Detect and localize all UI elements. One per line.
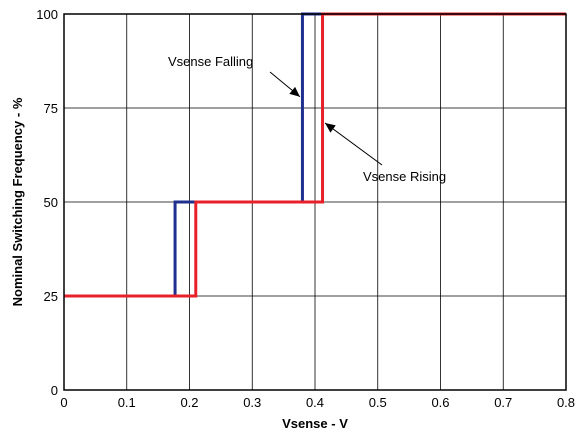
rising-annotation-label: Vsense Rising: [363, 169, 446, 184]
y-tick-labels: 0 25 50 75 100: [36, 7, 58, 398]
x-tick-label: 0.6: [431, 395, 449, 410]
x-tick-label: 0.1: [118, 395, 136, 410]
x-tick-label: 0.4: [306, 395, 324, 410]
y-tick-label: 25: [44, 289, 58, 304]
falling-annotation-label: Vsense Falling: [168, 54, 253, 69]
y-tick-label: 75: [44, 101, 58, 116]
plot-frame: [63, 13, 567, 391]
y-tick-label: 100: [36, 7, 58, 22]
annotations: Vsense Falling Vsense Rising: [168, 54, 446, 184]
y-axis-title: Nominal Switching Frequency - %: [10, 97, 25, 306]
x-tick-label: 0.7: [494, 395, 512, 410]
x-tick-labels: 0 0.1 0.2 0.3 0.4 0.5 0.6 0.7 0.8: [60, 395, 575, 410]
annotation-arrow-line: [324, 122, 383, 166]
x-tick-label: 0.2: [180, 395, 198, 410]
x-tick-label: 0.5: [369, 395, 387, 410]
x-axis-title: Vsense - V: [282, 416, 348, 431]
x-tick-label: 0: [60, 395, 67, 410]
annotation-arrowhead: [289, 86, 300, 97]
x-tick-label: 0.8: [557, 395, 575, 410]
x-tick-label: 0.3: [243, 395, 261, 410]
y-tick-label: 0: [51, 383, 58, 398]
y-tick-label: 50: [44, 195, 58, 210]
annotation-arrowhead: [325, 123, 336, 133]
